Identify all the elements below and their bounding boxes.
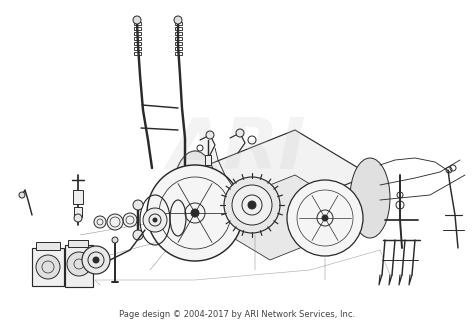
Bar	[175, 27, 182, 30]
Bar	[134, 47, 141, 50]
Circle shape	[322, 215, 328, 221]
Circle shape	[133, 200, 143, 210]
Circle shape	[224, 177, 280, 233]
Bar	[74, 207, 82, 217]
Bar	[134, 37, 141, 40]
Circle shape	[36, 255, 60, 279]
Bar	[32, 248, 64, 286]
Bar	[65, 245, 93, 287]
Circle shape	[67, 252, 91, 276]
Bar	[134, 32, 141, 35]
Bar	[175, 32, 182, 35]
Bar	[134, 52, 141, 55]
Bar	[134, 42, 141, 45]
Bar	[175, 37, 182, 40]
Ellipse shape	[350, 158, 390, 238]
Circle shape	[94, 216, 106, 228]
Bar	[175, 52, 182, 55]
Circle shape	[107, 214, 123, 230]
Circle shape	[236, 129, 244, 137]
Circle shape	[93, 257, 99, 263]
Bar	[205, 155, 211, 165]
Circle shape	[287, 180, 363, 256]
Circle shape	[82, 246, 110, 274]
Circle shape	[174, 16, 182, 24]
Circle shape	[147, 165, 243, 261]
Bar	[175, 42, 182, 45]
Text: Page design © 2004-2017 by ARI Network Services, Inc.: Page design © 2004-2017 by ARI Network S…	[119, 310, 355, 319]
Circle shape	[191, 209, 199, 217]
Circle shape	[206, 131, 214, 139]
Polygon shape	[195, 175, 370, 260]
Circle shape	[133, 16, 141, 24]
Circle shape	[133, 230, 143, 240]
Bar	[175, 47, 182, 50]
Circle shape	[19, 192, 25, 198]
Circle shape	[153, 218, 157, 222]
Bar	[36, 242, 60, 250]
Circle shape	[248, 201, 256, 209]
Bar	[68, 240, 88, 247]
Text: ARI: ARI	[168, 115, 306, 183]
Bar	[73, 190, 83, 204]
Bar	[134, 27, 141, 30]
Ellipse shape	[173, 151, 217, 235]
Bar	[134, 22, 141, 25]
Circle shape	[232, 185, 272, 225]
Circle shape	[123, 213, 137, 227]
Circle shape	[143, 208, 167, 232]
Circle shape	[74, 214, 82, 222]
Circle shape	[112, 237, 118, 243]
Bar	[175, 22, 182, 25]
Polygon shape	[195, 130, 370, 215]
